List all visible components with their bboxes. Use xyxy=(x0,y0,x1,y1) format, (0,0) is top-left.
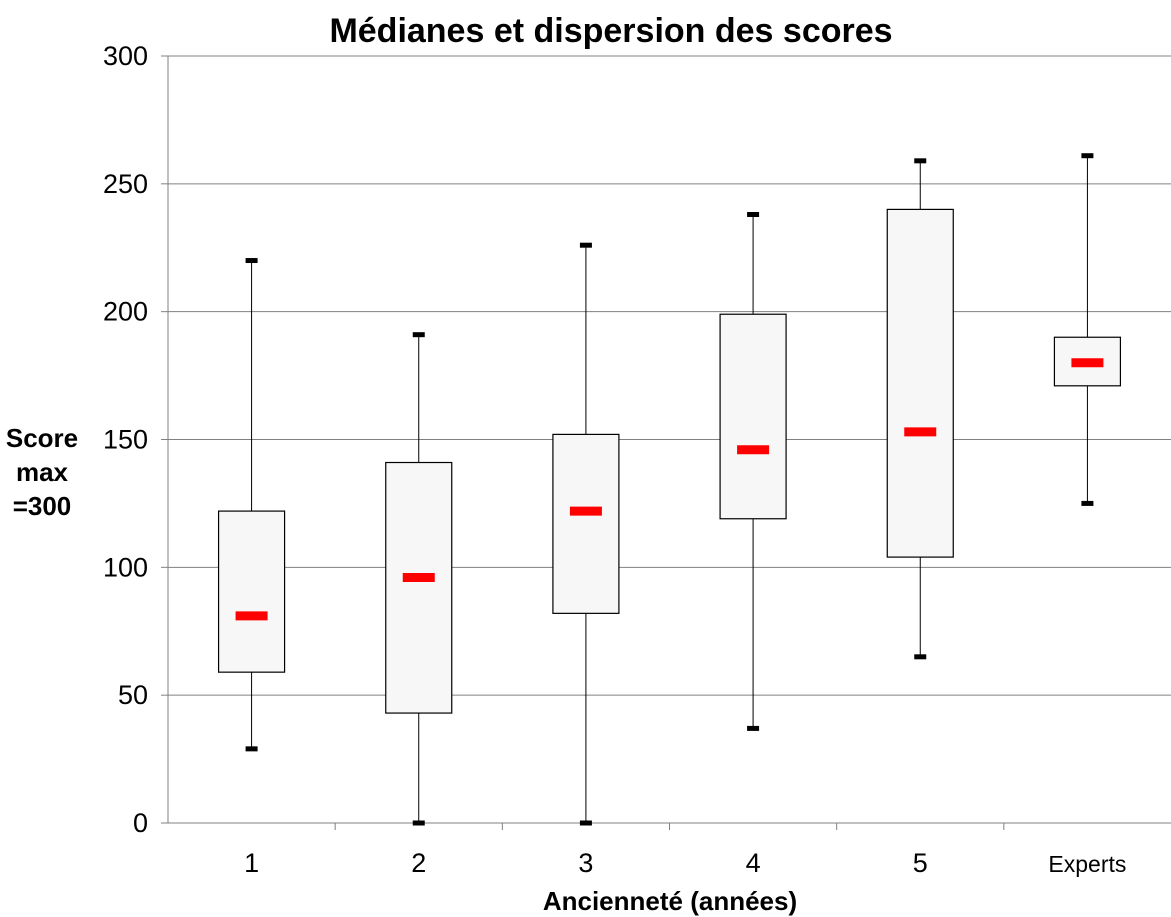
x-axis-label: Ancienneté (années) xyxy=(543,886,797,916)
box-3 xyxy=(552,242,620,826)
y-tick-label-150: 150 xyxy=(103,425,148,455)
x-tick-label-5: 5 xyxy=(913,848,928,878)
y-tick-label-250: 250 xyxy=(103,169,148,199)
x-tick-label-4: 4 xyxy=(746,848,761,878)
x-tick-label-2: 2 xyxy=(411,848,426,878)
x-tick-label-experts: Experts xyxy=(1048,851,1126,877)
box-4 xyxy=(719,212,787,731)
box-iqr xyxy=(217,510,286,673)
box-5 xyxy=(886,158,954,660)
y-tick-label-0: 0 xyxy=(133,808,148,838)
box-1 xyxy=(217,258,286,752)
y-tick-label-50: 50 xyxy=(118,680,148,710)
grid-lines xyxy=(168,55,1171,696)
box-iqr xyxy=(886,208,954,558)
box-experts xyxy=(1053,153,1122,506)
box-series xyxy=(217,153,1122,826)
y-tick-label-200: 200 xyxy=(103,297,148,327)
y-tick-labels: 0 50 100 150 200 250 300 xyxy=(103,41,148,838)
y-axis-label-line-3: =300 xyxy=(13,491,72,521)
chart-title: Médianes et dispersion des scores xyxy=(329,12,892,50)
y-axis-label-line-2: max xyxy=(16,457,69,487)
box-iqr xyxy=(552,433,620,614)
x-tick-labels: 1 2 3 4 5 Experts xyxy=(244,848,1126,878)
box-iqr xyxy=(719,313,787,520)
box-iqr xyxy=(385,461,453,714)
y-tick-label-100: 100 xyxy=(103,552,148,582)
box-2 xyxy=(385,332,453,826)
y-axis-label-line-1: Score xyxy=(6,423,78,453)
x-tick-label-3: 3 xyxy=(578,848,593,878)
y-tick-label-300: 300 xyxy=(103,41,148,71)
x-tick-label-1: 1 xyxy=(244,848,259,878)
axes xyxy=(161,55,1171,830)
